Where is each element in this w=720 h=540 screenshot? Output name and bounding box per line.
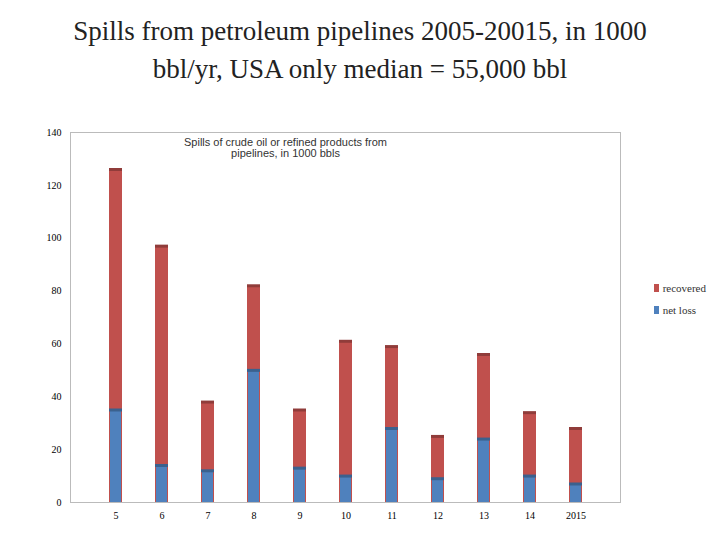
svg-text:120: 120 xyxy=(47,180,62,191)
html-text:recovered: recovered xyxy=(662,282,706,294)
html-text:net loss: net loss xyxy=(662,304,696,316)
svg-text:Spills of crude oil or refined: Spills of crude oil or refined products … xyxy=(184,136,387,159)
svg-text:80: 80 xyxy=(52,285,62,296)
svg-text:2015: 2015 xyxy=(566,510,586,521)
svg-text:8: 8 xyxy=(252,510,257,521)
svg-text:14: 14 xyxy=(525,510,535,521)
svg-text:12: 12 xyxy=(433,510,443,521)
svg-text:140: 140 xyxy=(47,127,62,138)
svg-text:10: 10 xyxy=(341,510,351,521)
svg-text:6: 6 xyxy=(160,510,165,521)
svg-text:11: 11 xyxy=(387,510,397,521)
svg-text:7: 7 xyxy=(206,510,211,521)
svg-text:0: 0 xyxy=(57,497,62,508)
svg-text:100: 100 xyxy=(47,232,62,243)
svg-text:40: 40 xyxy=(52,391,62,402)
svg-text:60: 60 xyxy=(52,338,62,349)
svg-text:20: 20 xyxy=(52,444,62,455)
html-text:Spills from petroleum pipeline: Spills from petroleum pipelines 2005-200… xyxy=(73,16,647,84)
svg-text:5: 5 xyxy=(114,510,119,521)
svg-text:13: 13 xyxy=(479,510,489,521)
svg-text:9: 9 xyxy=(298,510,303,521)
